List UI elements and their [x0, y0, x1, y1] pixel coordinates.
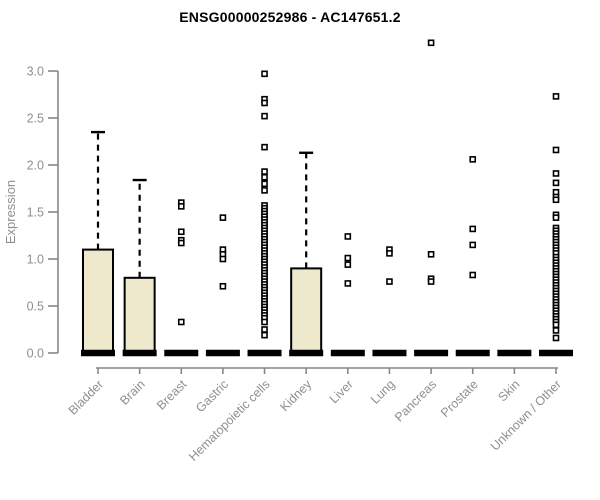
outlier-point	[261, 173, 268, 181]
x-tick-label: Unknown / Other	[488, 377, 564, 453]
x-tick-label: Lung	[368, 377, 398, 407]
box-brain	[123, 276, 156, 354]
outlier-point	[219, 255, 227, 263]
median-bar	[497, 349, 532, 357]
outlier-point	[552, 170, 560, 177]
median-bar	[539, 349, 573, 357]
outlier-point	[427, 278, 435, 285]
outlier-point	[219, 282, 227, 290]
outlier-point	[177, 239, 185, 247]
outlier-point	[261, 318, 268, 326]
y-tick-label: 3.0	[27, 65, 44, 79]
x-tick-label: Brain	[117, 377, 148, 408]
outlier-point	[177, 203, 185, 210]
outlier-point	[177, 318, 185, 326]
y-tick-label: 2.0	[27, 159, 44, 173]
outlier-point	[344, 261, 352, 268]
outlier-point	[261, 326, 268, 333]
y-tick-label: 2.5	[27, 112, 44, 126]
median-bar	[81, 349, 115, 357]
outlier-point	[552, 327, 560, 334]
outlier-point	[552, 93, 560, 100]
outlier-point	[261, 180, 268, 188]
median-bar	[205, 349, 240, 357]
outlier-point	[177, 228, 185, 236]
outlier-point	[344, 233, 352, 240]
outlier-point	[552, 179, 560, 187]
chart-title: ENSG00000252986 - AC147651.2	[179, 9, 401, 25]
x-tick-label: Liver	[327, 377, 356, 406]
box-bladder	[82, 248, 114, 355]
outlier-point	[552, 334, 560, 342]
outlier-point	[386, 250, 393, 257]
y-tick-label: 0.0	[27, 347, 44, 361]
outlier-point	[386, 278, 393, 285]
outlier-point	[261, 187, 268, 194]
outlier-point	[344, 280, 352, 287]
y-tick-label: 0.5	[27, 300, 44, 314]
outlier-point	[552, 146, 560, 154]
x-tick-label: Gastric	[193, 377, 231, 415]
median-bar	[247, 349, 282, 357]
outlier-point	[469, 225, 477, 233]
median-bar	[372, 349, 407, 357]
outlier-point	[552, 196, 560, 204]
median-bar	[289, 349, 324, 357]
outlier-point	[469, 271, 477, 279]
outlier-point	[219, 214, 227, 221]
y-tick-label: 1.5	[27, 206, 44, 220]
outlier-point	[552, 321, 560, 329]
x-tick-label: Breast	[154, 377, 190, 413]
median-bar	[164, 349, 199, 357]
outlier-point	[427, 39, 435, 47]
y-tick-label: 1.0	[27, 253, 44, 267]
median-bar	[122, 349, 157, 357]
median-bar	[455, 349, 490, 357]
median-bar	[330, 349, 365, 357]
median-bar	[414, 349, 449, 357]
outlier-point	[261, 99, 268, 107]
x-tick-label: Prostate	[438, 377, 481, 420]
x-tick-label: Skin	[495, 377, 522, 404]
outlier-point	[427, 251, 435, 258]
outlier-point	[469, 156, 477, 163]
outlier-point	[261, 143, 268, 151]
outlier-point	[552, 214, 560, 221]
outlier-point	[261, 168, 268, 175]
x-tick-label: Bladder	[66, 377, 106, 417]
x-tick-label: Pancreas	[392, 377, 439, 424]
box-kidney	[290, 267, 323, 354]
x-tick-label: Kidney	[277, 377, 314, 414]
y-axis-title: Expression	[3, 180, 18, 244]
outlier-point	[469, 241, 477, 249]
x-tick-label: Hematopoietic cells	[186, 377, 273, 464]
outlier-point	[344, 254, 352, 262]
outlier-point	[261, 112, 268, 120]
outlier-point	[261, 331, 268, 339]
outlier-point	[261, 70, 268, 78]
